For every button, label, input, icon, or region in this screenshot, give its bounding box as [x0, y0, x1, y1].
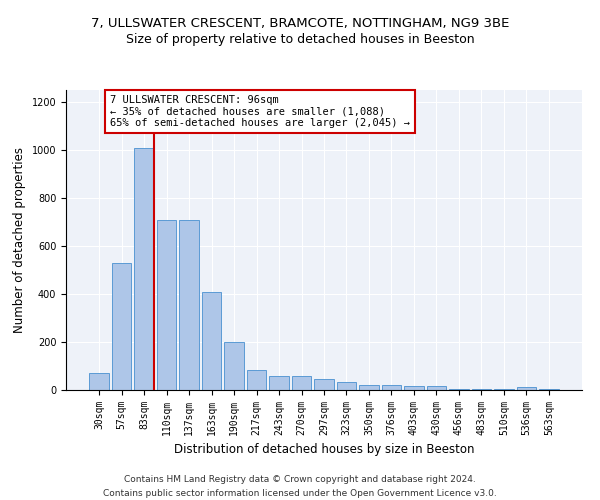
Bar — [247, 370, 266, 390]
Bar — [179, 220, 199, 390]
Bar — [157, 220, 176, 390]
Bar — [382, 385, 401, 390]
Bar — [269, 376, 289, 390]
Text: Size of property relative to detached houses in Beeston: Size of property relative to detached ho… — [125, 32, 475, 46]
Bar — [449, 389, 469, 390]
Bar — [89, 373, 109, 390]
Bar — [314, 379, 334, 390]
Bar — [224, 342, 244, 390]
Bar — [517, 387, 536, 390]
Text: 7 ULLSWATER CRESCENT: 96sqm
← 35% of detached houses are smaller (1,088)
65% of : 7 ULLSWATER CRESCENT: 96sqm ← 35% of det… — [110, 95, 410, 128]
Text: 7, ULLSWATER CRESCENT, BRAMCOTE, NOTTINGHAM, NG9 3BE: 7, ULLSWATER CRESCENT, BRAMCOTE, NOTTING… — [91, 18, 509, 30]
Bar — [359, 385, 379, 390]
Bar — [494, 389, 514, 390]
Bar — [202, 292, 221, 390]
Bar — [539, 389, 559, 390]
Bar — [404, 386, 424, 390]
Bar — [112, 263, 131, 390]
X-axis label: Distribution of detached houses by size in Beeston: Distribution of detached houses by size … — [174, 444, 474, 456]
Bar — [427, 386, 446, 390]
Y-axis label: Number of detached properties: Number of detached properties — [13, 147, 26, 333]
Bar — [134, 148, 154, 390]
Text: Contains HM Land Registry data © Crown copyright and database right 2024.
Contai: Contains HM Land Registry data © Crown c… — [103, 476, 497, 498]
Bar — [337, 382, 356, 390]
Bar — [472, 389, 491, 390]
Bar — [292, 376, 311, 390]
